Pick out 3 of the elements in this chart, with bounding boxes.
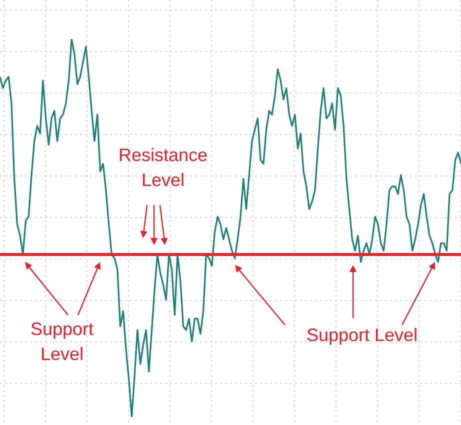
annotation: Resistance Level bbox=[118, 144, 208, 190]
annotation: Support Level bbox=[306, 324, 418, 345]
annotation: Support Level bbox=[30, 318, 94, 364]
